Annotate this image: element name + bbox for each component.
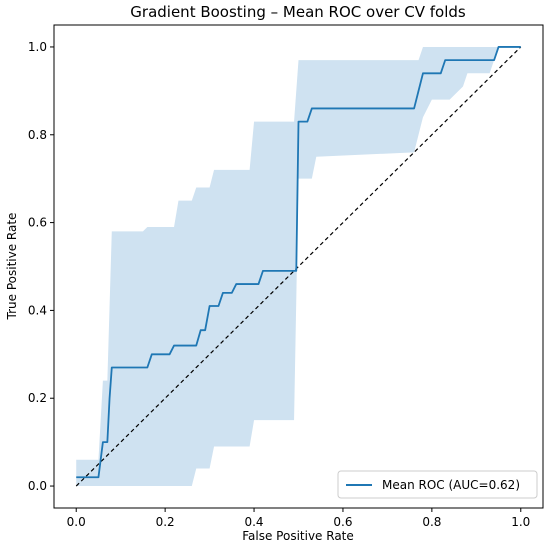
mean-roc-line — [76, 46, 521, 479]
x-tick-label: 0.0 — [67, 515, 86, 529]
plot-area — [75, 46, 522, 487]
y-axis-label: True Positive Rate — [5, 213, 19, 321]
plot-frame — [53, 24, 544, 509]
x-tick-label: 0.2 — [156, 515, 175, 529]
y-tick-label: 0.6 — [28, 216, 47, 230]
x-axis-label: False Positive Rate — [242, 529, 354, 543]
x-tick-label: 1.0 — [511, 515, 530, 529]
x-tick-label: 0.4 — [244, 515, 263, 529]
legend-box — [337, 470, 538, 499]
y-tick-label: 1.0 — [28, 40, 47, 54]
y-axis-ticks: 0.0 0.2 0.4 0.6 0.8 1.0 — [28, 40, 54, 493]
y-tick-label: 0.8 — [28, 128, 47, 142]
y-tick-label: 0.0 — [28, 479, 47, 493]
legend-label-mean-roc: Mean ROC (AUC=0.62) — [382, 478, 520, 492]
chart-title: Gradient Boosting – Mean ROC over CV fol… — [130, 3, 466, 21]
legend: Mean ROC (AUC=0.62) — [337, 470, 538, 499]
x-axis-ticks: 0.0 0.2 0.4 0.6 0.8 1.0 — [67, 508, 530, 529]
x-tick-label: 0.8 — [422, 515, 441, 529]
y-tick-label: 0.4 — [28, 303, 47, 317]
y-tick-label: 0.2 — [28, 391, 47, 405]
chance-diagonal-line — [75, 46, 522, 487]
x-tick-label: 0.6 — [333, 515, 352, 529]
